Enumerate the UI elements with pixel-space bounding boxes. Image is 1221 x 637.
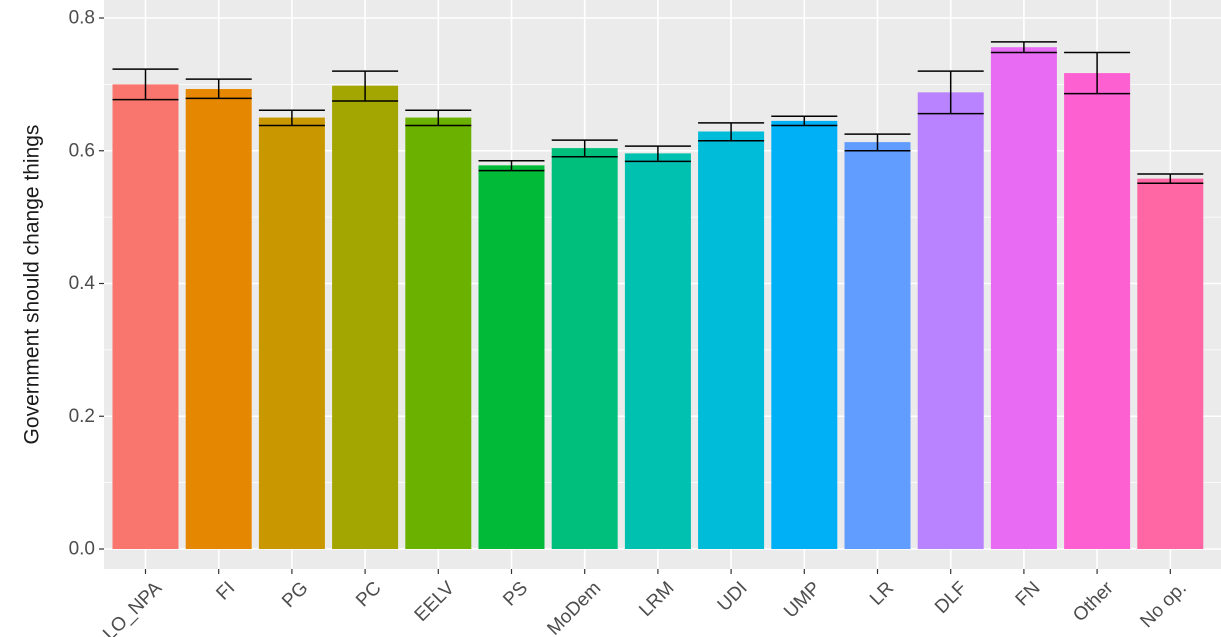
error-bar — [698, 122, 765, 142]
x-tick-label: PG — [278, 578, 312, 612]
bar — [917, 92, 984, 549]
error-bar — [551, 139, 618, 158]
bar — [185, 89, 252, 550]
x-tick-label: FN — [1012, 578, 1045, 611]
bar — [771, 120, 838, 549]
error-bar — [185, 78, 252, 100]
bar — [844, 142, 911, 549]
bar — [624, 153, 691, 549]
x-tick-label: FI — [212, 578, 239, 605]
error-bar — [990, 41, 1057, 54]
y-tick-label: 0.2 — [69, 406, 95, 427]
bar — [112, 84, 179, 549]
bar — [1064, 73, 1131, 549]
error-bar — [478, 159, 545, 172]
bar — [258, 117, 325, 549]
error-bar — [405, 109, 472, 127]
x-tick-label: No op. — [1136, 578, 1190, 632]
x-tick-label: LO_NPA — [99, 578, 166, 637]
bar — [332, 85, 399, 549]
bar — [990, 47, 1057, 549]
x-tick-label: Other — [1069, 577, 1118, 626]
bar — [698, 131, 765, 549]
x-tick-label: LR — [866, 578, 898, 610]
y-tick-label: 0.4 — [69, 273, 96, 294]
error-bar — [332, 70, 399, 102]
bar — [405, 117, 472, 549]
y-tick-label: 0.0 — [69, 539, 95, 560]
error-bar — [112, 68, 179, 101]
x-axis: LO_NPA FI PG PC EELV PS MoDem LRM UDI UMP LR DLF FN O… — [99, 569, 1191, 637]
x-tick-label: UMP — [780, 578, 825, 623]
error-bars — [112, 41, 1204, 185]
y-tick-label: 0.6 — [69, 140, 95, 161]
x-tick-label: MoDem — [543, 578, 605, 637]
x-tick-label: UDI — [714, 578, 752, 616]
x-tick-label: PS — [499, 578, 532, 611]
error-bar — [1137, 173, 1204, 185]
error-bar — [844, 133, 911, 152]
bar — [478, 165, 545, 550]
y-tick-label: 0.8 — [69, 8, 95, 29]
error-bar — [624, 145, 691, 163]
error-bar — [1064, 51, 1131, 95]
bars — [112, 47, 1204, 550]
error-bar — [771, 115, 838, 127]
x-tick-label: PC — [352, 578, 386, 612]
y-axis: 0.0 0.2 0.4 0.6 0.8 — [69, 8, 104, 560]
y-axis-title: Government should change things — [21, 125, 44, 445]
error-bar — [258, 109, 325, 127]
x-tick-label: LRM — [635, 578, 678, 621]
error-bar — [917, 70, 984, 115]
bar — [551, 148, 618, 549]
bar — [1137, 178, 1204, 549]
x-tick-label: EELV — [411, 578, 459, 626]
x-tick-label: DLF — [931, 578, 971, 618]
